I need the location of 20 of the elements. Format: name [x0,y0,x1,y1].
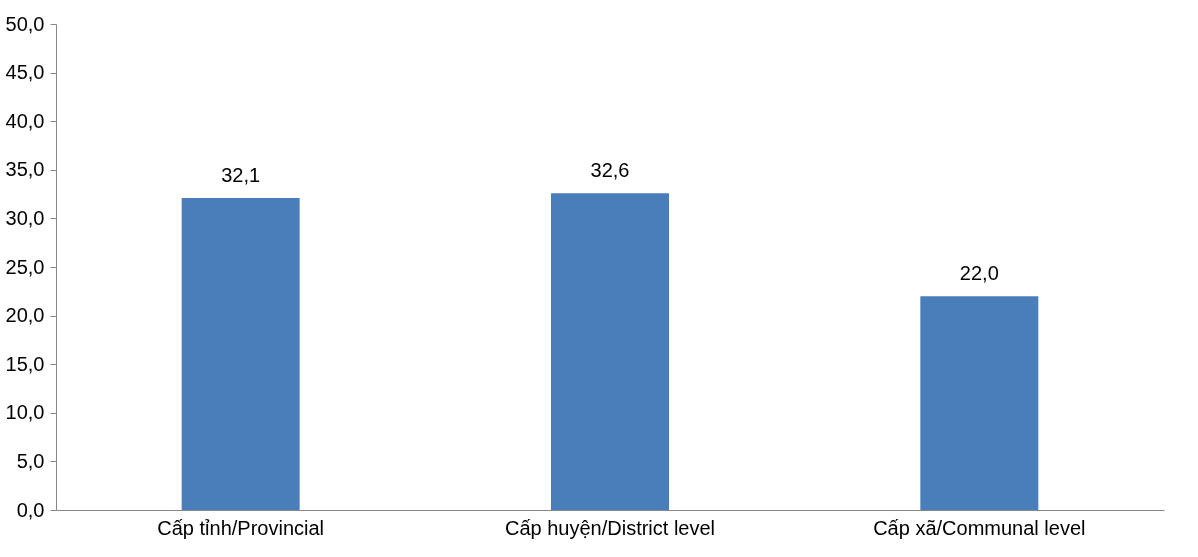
y-tick-label: 15,0 [5,352,45,375]
x-tick-label: Cấp tỉnh/Provincial [157,516,325,539]
data-label: 32,6 [590,159,630,182]
y-tick-label: 25,0 [5,255,45,278]
x-tick-label: Cấp huyện/District level [504,516,716,539]
data-label: 32,1 [221,163,261,186]
y-tick-label: 40,0 [5,109,45,132]
y-tick-label: 0,0 [16,498,45,521]
data-label: 22,0 [959,262,999,285]
bar [551,193,669,510]
y-tick-label: 45,0 [5,61,45,84]
x-tick-label: Cấp xã/Communal level [873,516,1086,539]
y-tick-label: 20,0 [5,304,45,327]
bar [181,197,300,510]
y-tick-label: 30,0 [5,206,45,229]
y-tick-label: 10,0 [5,401,45,424]
y-tick-label: 50,0 [5,12,45,35]
bar [920,296,1039,510]
y-tick-label: 35,0 [5,158,45,181]
y-tick-label: 5,0 [16,449,45,472]
